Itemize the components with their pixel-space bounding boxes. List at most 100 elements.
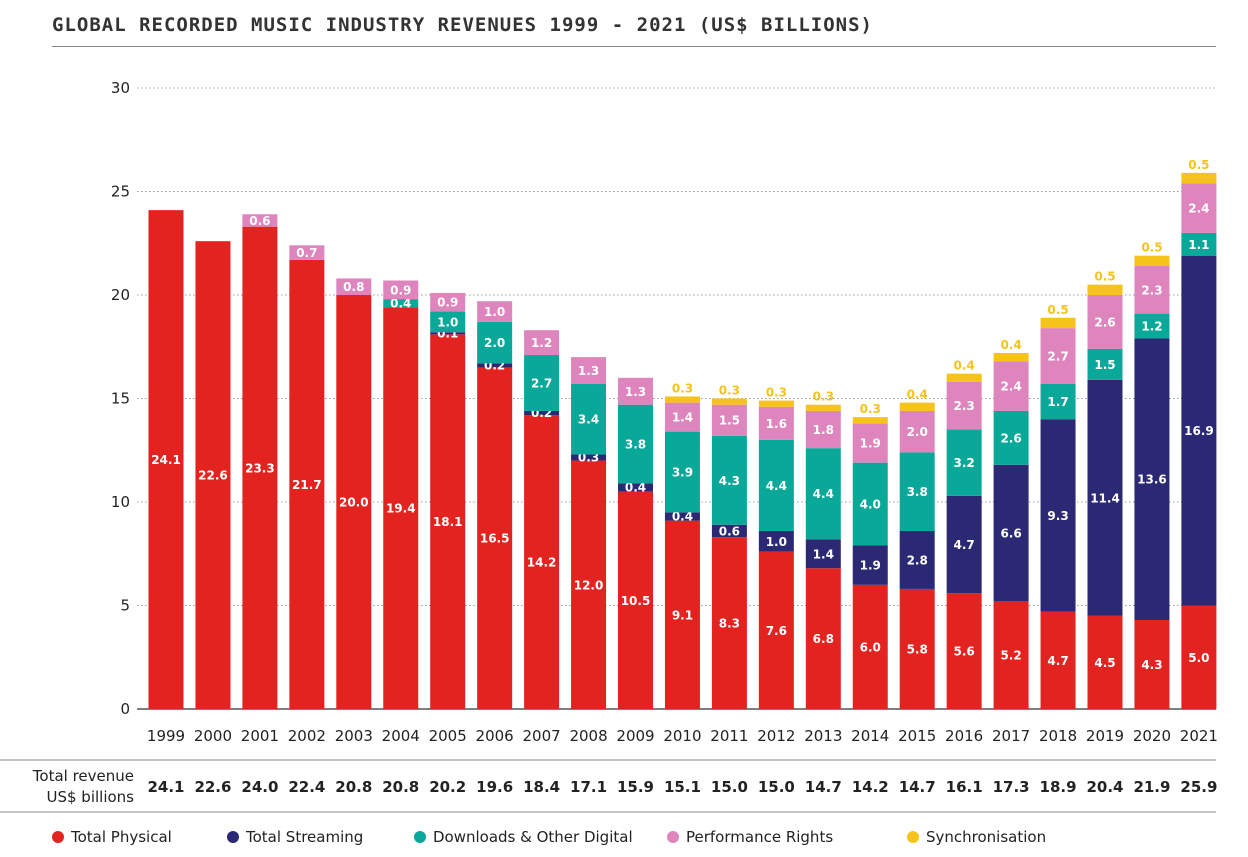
bar-segment-sync (664, 396, 700, 403)
bar-segment-physical (242, 226, 278, 709)
y-tick-label: 20 (111, 286, 130, 304)
bar-segment-streaming (1087, 379, 1123, 616)
data-label-downloads: 3.4 (578, 413, 599, 427)
data-label-downloads: 4.3 (719, 474, 740, 488)
data-label-streaming: 0.4 (625, 481, 646, 495)
data-label-streaming: 0.6 (719, 524, 740, 538)
bar-segment-performance (711, 404, 747, 436)
data-label-physical: 6.8 (813, 632, 834, 646)
data-label-downloads: 3.9 (672, 465, 693, 479)
bar-segment-performance (430, 292, 466, 312)
total-revenue-value: 18.9 (1040, 778, 1077, 796)
data-label-streaming: 4.7 (954, 538, 975, 552)
bar-group-2000: 22.6 (195, 241, 231, 709)
bar-segment-physical (758, 551, 794, 709)
data-label-downloads: 1.5 (1094, 358, 1115, 372)
data-label-performance: 0.8 (343, 280, 364, 294)
data-label-streaming: 1.0 (766, 535, 787, 549)
data-label-physical: 6.0 (860, 640, 881, 654)
data-label-downloads: 4.4 (813, 487, 834, 501)
data-label-downloads: 1.0 (437, 315, 458, 329)
bar-segment-sync (1181, 172, 1217, 184)
bar-segment-physical (1134, 619, 1170, 709)
legend-swatch (227, 831, 239, 843)
data-label-sync: 0.5 (1094, 270, 1115, 284)
bar-segment-sync (946, 373, 982, 382)
bar-group-2003: 20.0 0.8 (336, 278, 372, 709)
total-revenue-value: 17.1 (570, 778, 607, 796)
data-label-physical: 22.6 (198, 469, 228, 483)
bar-segment-performance (946, 381, 982, 430)
bar-segment-streaming (711, 524, 747, 538)
x-tick-label: 2008 (569, 727, 607, 745)
data-label-physical: 16.5 (480, 532, 510, 546)
data-label-physical: 5.0 (1188, 651, 1209, 665)
total-revenue-value: 20.8 (335, 778, 372, 796)
data-label-performance: 0.7 (296, 246, 317, 260)
bar-segment-downloads (899, 452, 935, 531)
bar-segment-streaming (899, 530, 935, 589)
bar-segment-sync (1087, 284, 1123, 295)
bar-group-2006: 16.50.22.01.0 (477, 301, 513, 709)
bar-segment-streaming (1181, 255, 1217, 606)
bar-group-2012: 7.6 1.0 4.4 1.6 0.3 (758, 386, 794, 709)
data-label-downloads: 1.1 (1188, 238, 1209, 252)
total-revenue-value: 21.9 (1133, 778, 1170, 796)
data-label-performance: 1.4 (672, 411, 693, 425)
bar-group-2001: 23.3 0.6 (242, 214, 278, 709)
bar-segment-sync (711, 398, 747, 405)
data-label-performance: 0.9 (437, 296, 458, 310)
bar-segment-performance (477, 301, 513, 322)
bar-segment-downloads (618, 404, 653, 484)
legend-item-downloads: Downloads & Other Digital (414, 828, 633, 846)
bar-segment-physical (711, 537, 747, 709)
bar-group-2014: 6.0 1.9 4.0 1.9 0.3 (852, 402, 888, 709)
total-label-line2: US$ billions (46, 788, 134, 806)
x-tick-label: 1999 (147, 727, 185, 745)
data-label-performance: 1.3 (625, 385, 646, 399)
data-label-downloads: 4.4 (766, 479, 787, 493)
bar-segment-physical (1087, 615, 1123, 709)
total-revenue-value: 20.2 (429, 778, 466, 796)
data-label-downloads: 2.0 (484, 336, 505, 350)
bar-group-2007: 14.20.22.71.2 (524, 330, 560, 709)
total-revenue-value: 24.1 (147, 778, 184, 796)
x-tick-label: 2014 (851, 727, 889, 745)
data-label-performance: 1.6 (766, 417, 787, 431)
legend-item-streaming: Total Streaming (227, 828, 363, 846)
data-label-physical: 4.7 (1047, 654, 1068, 668)
bar-segment-physical (148, 210, 184, 709)
legend-label: Downloads & Other Digital (433, 828, 633, 846)
x-axis-labels: 1999 2000 2001 2002 2003 2004 2005 2006 2007 2008… (147, 727, 1218, 745)
data-label-downloads: 4.0 (860, 498, 881, 512)
bar-segment-physical (1181, 605, 1217, 709)
bar-group-2005: 18.10.11.00.9 (430, 292, 466, 709)
total-revenue-value: 14.7 (805, 778, 842, 796)
data-label-performance: 1.2 (531, 336, 552, 350)
data-label-physical: 5.8 (907, 642, 928, 656)
bar-segment-physical (477, 367, 513, 709)
data-label-performance: 2.6 (1094, 315, 1115, 329)
bar-segment-performance (618, 377, 653, 405)
data-label-physical: 12.0 (574, 578, 604, 592)
x-tick-label: 2019 (1086, 727, 1124, 745)
data-label-streaming: 0.4 (672, 509, 693, 523)
legend-swatch (907, 831, 919, 843)
total-revenue-value: 19.6 (476, 778, 513, 796)
x-tick-label: 2017 (992, 727, 1030, 745)
bar-segment-sync (899, 402, 935, 411)
bar-segment-physical (618, 491, 653, 709)
data-label-sync: 0.3 (719, 384, 740, 398)
data-label-physical: 5.6 (954, 645, 975, 659)
data-label-streaming: 1.9 (860, 559, 881, 573)
bar-segment-physical (430, 334, 466, 709)
data-label-physical: 14.2 (527, 556, 557, 570)
data-label-streaming: 13.6 (1137, 473, 1167, 487)
total-revenue-value: 25.9 (1180, 778, 1217, 796)
data-label-performance: 1.8 (813, 423, 834, 437)
bar-segment-downloads (1181, 232, 1217, 256)
data-label-performance: 2.7 (1047, 350, 1068, 364)
bar-segment-downloads (1040, 384, 1076, 420)
legend-item-sync: Synchronisation (907, 828, 1046, 846)
bar-segment-streaming (1134, 338, 1170, 620)
